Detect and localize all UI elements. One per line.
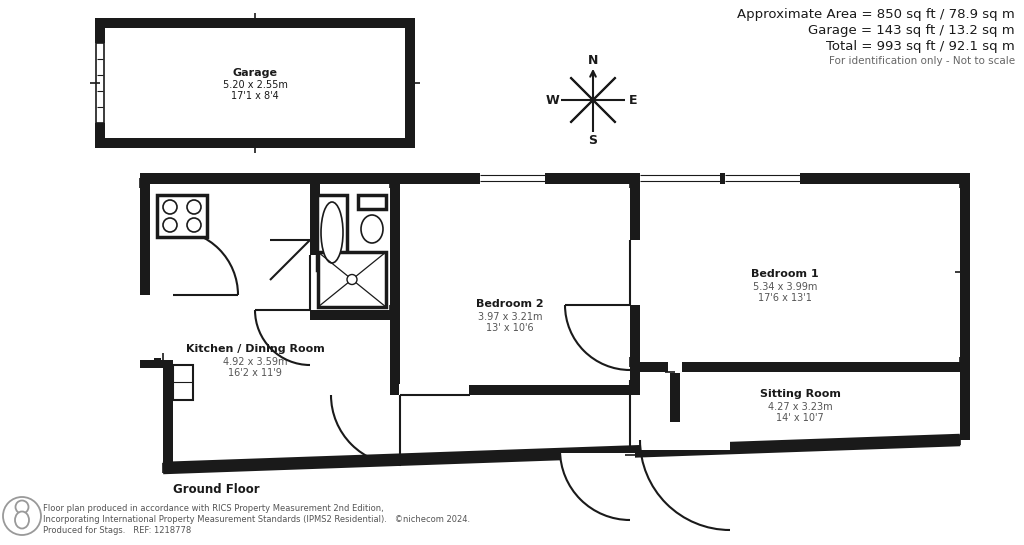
Bar <box>163 358 173 468</box>
Text: Incorporating International Property Measurement Standards (IPMS2 Residential). : Incorporating International Property Mea… <box>43 515 470 524</box>
Ellipse shape <box>15 512 29 529</box>
Text: 16'2 x 11'9: 16'2 x 11'9 <box>228 368 282 378</box>
Ellipse shape <box>361 215 383 243</box>
Text: 5.20 x 2.55m: 5.20 x 2.55m <box>222 80 288 90</box>
Bar <box>640 435 730 450</box>
Text: 17'6 x 13'1: 17'6 x 13'1 <box>758 293 812 303</box>
Bar <box>138 295 154 360</box>
Text: S: S <box>589 134 597 147</box>
Text: 4.27 x 3.23m: 4.27 x 3.23m <box>768 402 833 412</box>
Text: Floor plan produced in accordance with RICS Property Measurement 2nd Edition,: Floor plan produced in accordance with R… <box>43 504 384 513</box>
Bar <box>140 173 150 358</box>
Bar <box>95 18 105 43</box>
Bar <box>161 295 177 360</box>
Bar <box>95 138 415 148</box>
Bar <box>668 361 682 373</box>
Circle shape <box>163 200 177 214</box>
Text: 3.97 x 3.21m: 3.97 x 3.21m <box>478 312 543 322</box>
Text: 14' x 10'7: 14' x 10'7 <box>776 413 824 423</box>
Text: Produced for Stags.   REF: 1218778: Produced for Stags. REF: 1218778 <box>43 526 191 535</box>
Bar <box>390 173 400 385</box>
Bar <box>95 18 415 28</box>
Text: Approximate Area = 850 sq ft / 78.9 sq m: Approximate Area = 850 sq ft / 78.9 sq m <box>737 8 1015 21</box>
Bar <box>725 172 800 184</box>
Bar <box>399 384 469 396</box>
Circle shape <box>15 500 29 513</box>
Bar <box>358 195 386 209</box>
Text: 13' x 10'6: 13' x 10'6 <box>486 323 534 333</box>
Bar <box>560 453 635 468</box>
Text: Ground Floor: Ground Floor <box>173 483 260 496</box>
Bar <box>310 173 321 310</box>
Text: 17'1 x 8'4: 17'1 x 8'4 <box>231 91 279 101</box>
Circle shape <box>163 218 177 232</box>
Bar <box>310 310 400 320</box>
Bar <box>318 252 386 307</box>
Bar <box>628 240 642 305</box>
Text: E: E <box>629 94 637 106</box>
Text: Total = 993 sq ft / 92.1 sq m: Total = 993 sq ft / 92.1 sq m <box>826 40 1015 53</box>
Bar <box>140 173 959 183</box>
Text: Garage: Garage <box>232 68 278 78</box>
Circle shape <box>347 275 357 284</box>
Bar <box>95 123 105 148</box>
Text: Garage = 143 sq ft / 13.2 sq m: Garage = 143 sq ft / 13.2 sq m <box>808 24 1015 37</box>
Circle shape <box>187 200 201 214</box>
Bar <box>308 255 322 310</box>
Bar <box>630 173 640 385</box>
Bar <box>96 43 104 123</box>
Bar <box>959 173 970 440</box>
Text: Bedroom 1: Bedroom 1 <box>752 269 819 279</box>
Text: W: W <box>546 94 560 106</box>
Bar <box>480 172 545 184</box>
Text: 5.34 x 3.99m: 5.34 x 3.99m <box>753 282 817 292</box>
Text: Kitchen / Dining Room: Kitchen / Dining Room <box>185 344 325 354</box>
Bar <box>640 172 720 184</box>
Text: N: N <box>588 53 598 66</box>
Bar <box>670 372 680 422</box>
Bar <box>406 18 415 148</box>
Bar <box>317 195 347 270</box>
Bar <box>140 358 163 368</box>
Bar <box>390 385 640 395</box>
Bar <box>140 173 970 184</box>
Bar <box>630 362 970 372</box>
Bar <box>173 365 193 400</box>
Text: Sitting Room: Sitting Room <box>760 389 841 399</box>
Text: For identification only - Not to scale: For identification only - Not to scale <box>828 56 1015 66</box>
Text: Bedroom 2: Bedroom 2 <box>476 299 544 309</box>
Bar <box>157 195 207 237</box>
Text: 4.92 x 3.59m: 4.92 x 3.59m <box>223 357 288 367</box>
Ellipse shape <box>321 202 343 263</box>
Circle shape <box>187 218 201 232</box>
